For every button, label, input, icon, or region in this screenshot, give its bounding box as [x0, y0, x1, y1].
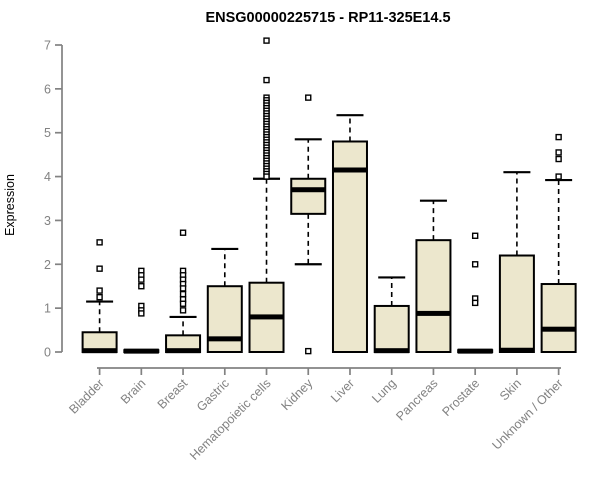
- x-category-label: Pancreas: [393, 376, 440, 423]
- y-tick-label: 4: [44, 170, 51, 184]
- x-category-label: Breast: [155, 376, 191, 412]
- median-bar: [165, 348, 201, 354]
- median-bar: [207, 336, 243, 342]
- x-category-label: Bladder: [66, 376, 106, 416]
- box-liver: [331, 140, 368, 353]
- outlier-point: [179, 290, 187, 298]
- outlier-point: [555, 173, 562, 180]
- y-tick-label: 5: [44, 126, 51, 140]
- outlier-point: [179, 285, 187, 292]
- outlier-point: [471, 299, 479, 307]
- outlier-point: [179, 300, 187, 307]
- box-lung: [373, 304, 410, 354]
- median-bar: [82, 348, 118, 354]
- median-bar: [499, 347, 535, 353]
- outlier-point: [263, 173, 270, 180]
- outlier-point: [555, 155, 562, 163]
- x-category-label: Prostate: [439, 376, 482, 419]
- outlier-point: [138, 276, 145, 283]
- chart-title: ENSG00000225715 - RP11-325E14.5: [205, 10, 450, 26]
- outlier-point: [138, 310, 145, 317]
- outlier-point: [96, 265, 103, 272]
- box-gastric: [206, 285, 243, 354]
- box-skin: [498, 254, 535, 353]
- x-category-label: Gastric: [194, 376, 232, 414]
- y-tick-label: 2: [44, 258, 51, 272]
- outlier-point: [179, 229, 187, 236]
- box-kidney: [290, 177, 327, 215]
- outlier-point: [138, 283, 145, 290]
- y-tick-label: 7: [44, 39, 51, 53]
- median-bar: [374, 348, 410, 354]
- median-bar: [249, 314, 285, 320]
- median-bar: [332, 167, 368, 173]
- outlier-point: [96, 293, 103, 301]
- x-category-label: Skin: [497, 376, 524, 403]
- outlier-point: [263, 76, 270, 84]
- box-pancreas: [415, 239, 452, 354]
- x-category-label: Liver: [328, 376, 357, 405]
- x-category-label: Unknown / Other: [490, 376, 566, 452]
- x-category-label: Lung: [369, 376, 399, 406]
- y-tick-label: 0: [44, 346, 51, 360]
- outlier-point: [555, 149, 562, 156]
- plot-area: 0 1 2 3 4 5 6 7 Bladder Brain Breast GastricHematop…: [44, 37, 577, 463]
- median-bar: [457, 348, 493, 354]
- outlier-point: [263, 37, 270, 44]
- outlier-point: [179, 307, 187, 314]
- outlier-point: [96, 287, 103, 294]
- outlier-point: [305, 347, 312, 355]
- outlier-point: [305, 94, 312, 101]
- outlier-point: [471, 232, 479, 239]
- x-category-label: Hematopoietic cells: [187, 376, 274, 463]
- box-unknown-other: [540, 283, 577, 353]
- outlier-point: [555, 133, 562, 141]
- y-tick-label: 1: [44, 302, 51, 316]
- y-tick-label: 6: [44, 82, 51, 96]
- x-category-label: Brain: [118, 376, 149, 407]
- outlier-point: [471, 261, 479, 268]
- outlier-point: [96, 239, 103, 246]
- x-category-label: Kidney: [278, 376, 315, 413]
- median-bar: [290, 187, 326, 193]
- median-bar: [415, 310, 451, 316]
- median-bar: [123, 348, 159, 354]
- y-tick-label: 3: [44, 214, 51, 228]
- y-axis-label: Expression: [3, 174, 17, 236]
- median-bar: [541, 326, 577, 332]
